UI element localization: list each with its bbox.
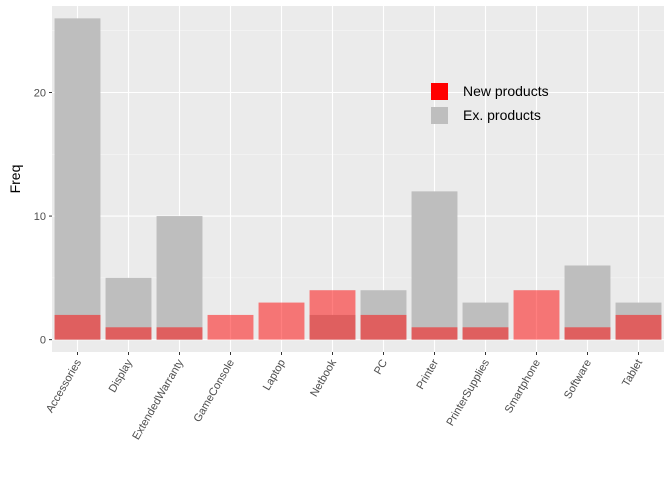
x-tick-label: Laptop — [261, 358, 288, 393]
x-tick-label: Tablet — [620, 358, 645, 389]
x-tick-label: GameConsole — [192, 358, 238, 425]
bar-new-PC — [360, 314, 407, 340]
x-tick-label: Software — [562, 358, 594, 402]
y-axis: 0 10 20 — [34, 88, 52, 347]
legend-key-ex — [431, 107, 448, 124]
bar-new-PrinterSupplies — [462, 327, 509, 340]
bar-ex-Printer — [411, 191, 458, 340]
legend-label-ex: Ex. products — [463, 107, 541, 123]
bar-new-Smartphone — [513, 290, 560, 340]
y-tick-label: 20 — [34, 88, 46, 100]
x-tick-label: Accessories — [44, 357, 84, 415]
bar-new-Netbook — [309, 290, 356, 340]
y-tick-label: 0 — [40, 335, 46, 347]
bar-new-Tablet — [615, 314, 662, 340]
x-tick-label: Smartphone — [503, 358, 543, 416]
bar-ex-Accessories — [54, 18, 101, 340]
x-tick-label: PC — [372, 357, 390, 376]
minor-gridlines — [52, 30, 664, 279]
x-tick-label: PrinterSupplies — [444, 357, 492, 428]
x-tick-label: ExtendedWarranty — [130, 357, 186, 442]
y-tick-label: 10 — [34, 211, 46, 223]
bar-new-Laptop — [258, 302, 305, 340]
bar-new-GameConsole — [207, 314, 254, 340]
bar-new-ExtendedWarranty — [156, 327, 203, 340]
bar-new-Display — [105, 327, 152, 340]
bar-new-Software — [564, 327, 611, 340]
legend-label-new: New products — [463, 83, 549, 99]
legend: New products Ex. products — [431, 83, 549, 124]
bar-new-Printer — [411, 327, 458, 340]
new-products-bars — [54, 290, 662, 340]
x-tick-label: Display — [107, 357, 136, 395]
bar-new-Accessories — [54, 314, 101, 340]
major-gridlines — [52, 6, 664, 352]
panel-background — [52, 6, 664, 352]
legend-key-new — [431, 83, 448, 100]
x-tick-label: Netbook — [308, 357, 339, 399]
bar-ex-ExtendedWarranty — [156, 216, 203, 340]
y-axis-title: Freq — [7, 165, 23, 194]
x-tick-label: Printer — [415, 357, 442, 391]
